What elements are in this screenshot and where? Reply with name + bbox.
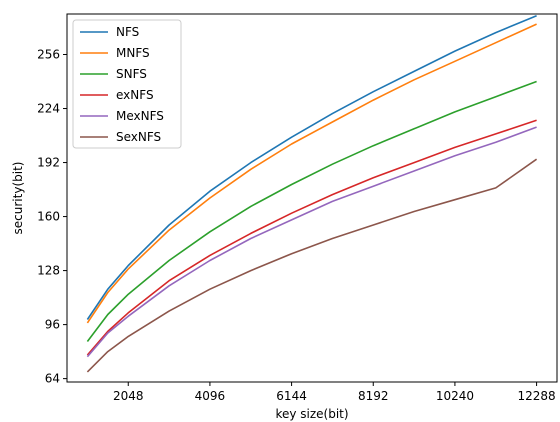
- series-line-sexnfs: [86, 158, 538, 373]
- series-line-snfs: [86, 80, 537, 342]
- y-tick-label: 256: [37, 48, 60, 62]
- x-tick-label: 2048: [113, 389, 144, 403]
- legend-label-exnfs: exNFS: [116, 88, 154, 102]
- legend-label-nfs: NFS: [116, 25, 139, 39]
- y-tick-label: 224: [37, 102, 60, 116]
- x-tick-label: 8192: [358, 389, 389, 403]
- x-tick-label: 10240: [436, 389, 474, 403]
- legend-label-mnfs: MNFS: [116, 46, 150, 60]
- y-tick-label: 128: [37, 264, 60, 278]
- x-axis-label: key size(bit): [275, 407, 348, 421]
- series-line-mexnfs: [86, 126, 537, 358]
- series-line-mnfs: [86, 23, 537, 324]
- legend-label-mexnfs: MexNFS: [116, 109, 164, 123]
- legend-box: [72, 19, 182, 149]
- x-tick-label: 4096: [195, 389, 226, 403]
- series-lines: [86, 14, 538, 373]
- y-tick-label: 192: [37, 156, 60, 170]
- y-tick-label: 96: [45, 318, 60, 332]
- x-tick-label: 6144: [276, 389, 307, 403]
- legend-label-snfs: SNFS: [116, 67, 147, 81]
- x-tick-label: 12288: [517, 389, 555, 403]
- y-tick-label: 64: [45, 372, 60, 386]
- y-axis: 64 96 128 160 192 224 256: [37, 48, 67, 386]
- y-axis-label: security(bit): [11, 162, 25, 235]
- y-tick-label: 160: [37, 210, 60, 224]
- legend: NFS MNFS SNFS exNFS MexNFS SexNFS: [72, 19, 182, 149]
- series-line-exnfs: [86, 119, 537, 356]
- x-axis: 2048 4096 6144 8192 10240 12288: [113, 382, 556, 403]
- legend-label-sexnfs: SexNFS: [116, 130, 161, 144]
- series-line-nfs: [86, 14, 537, 320]
